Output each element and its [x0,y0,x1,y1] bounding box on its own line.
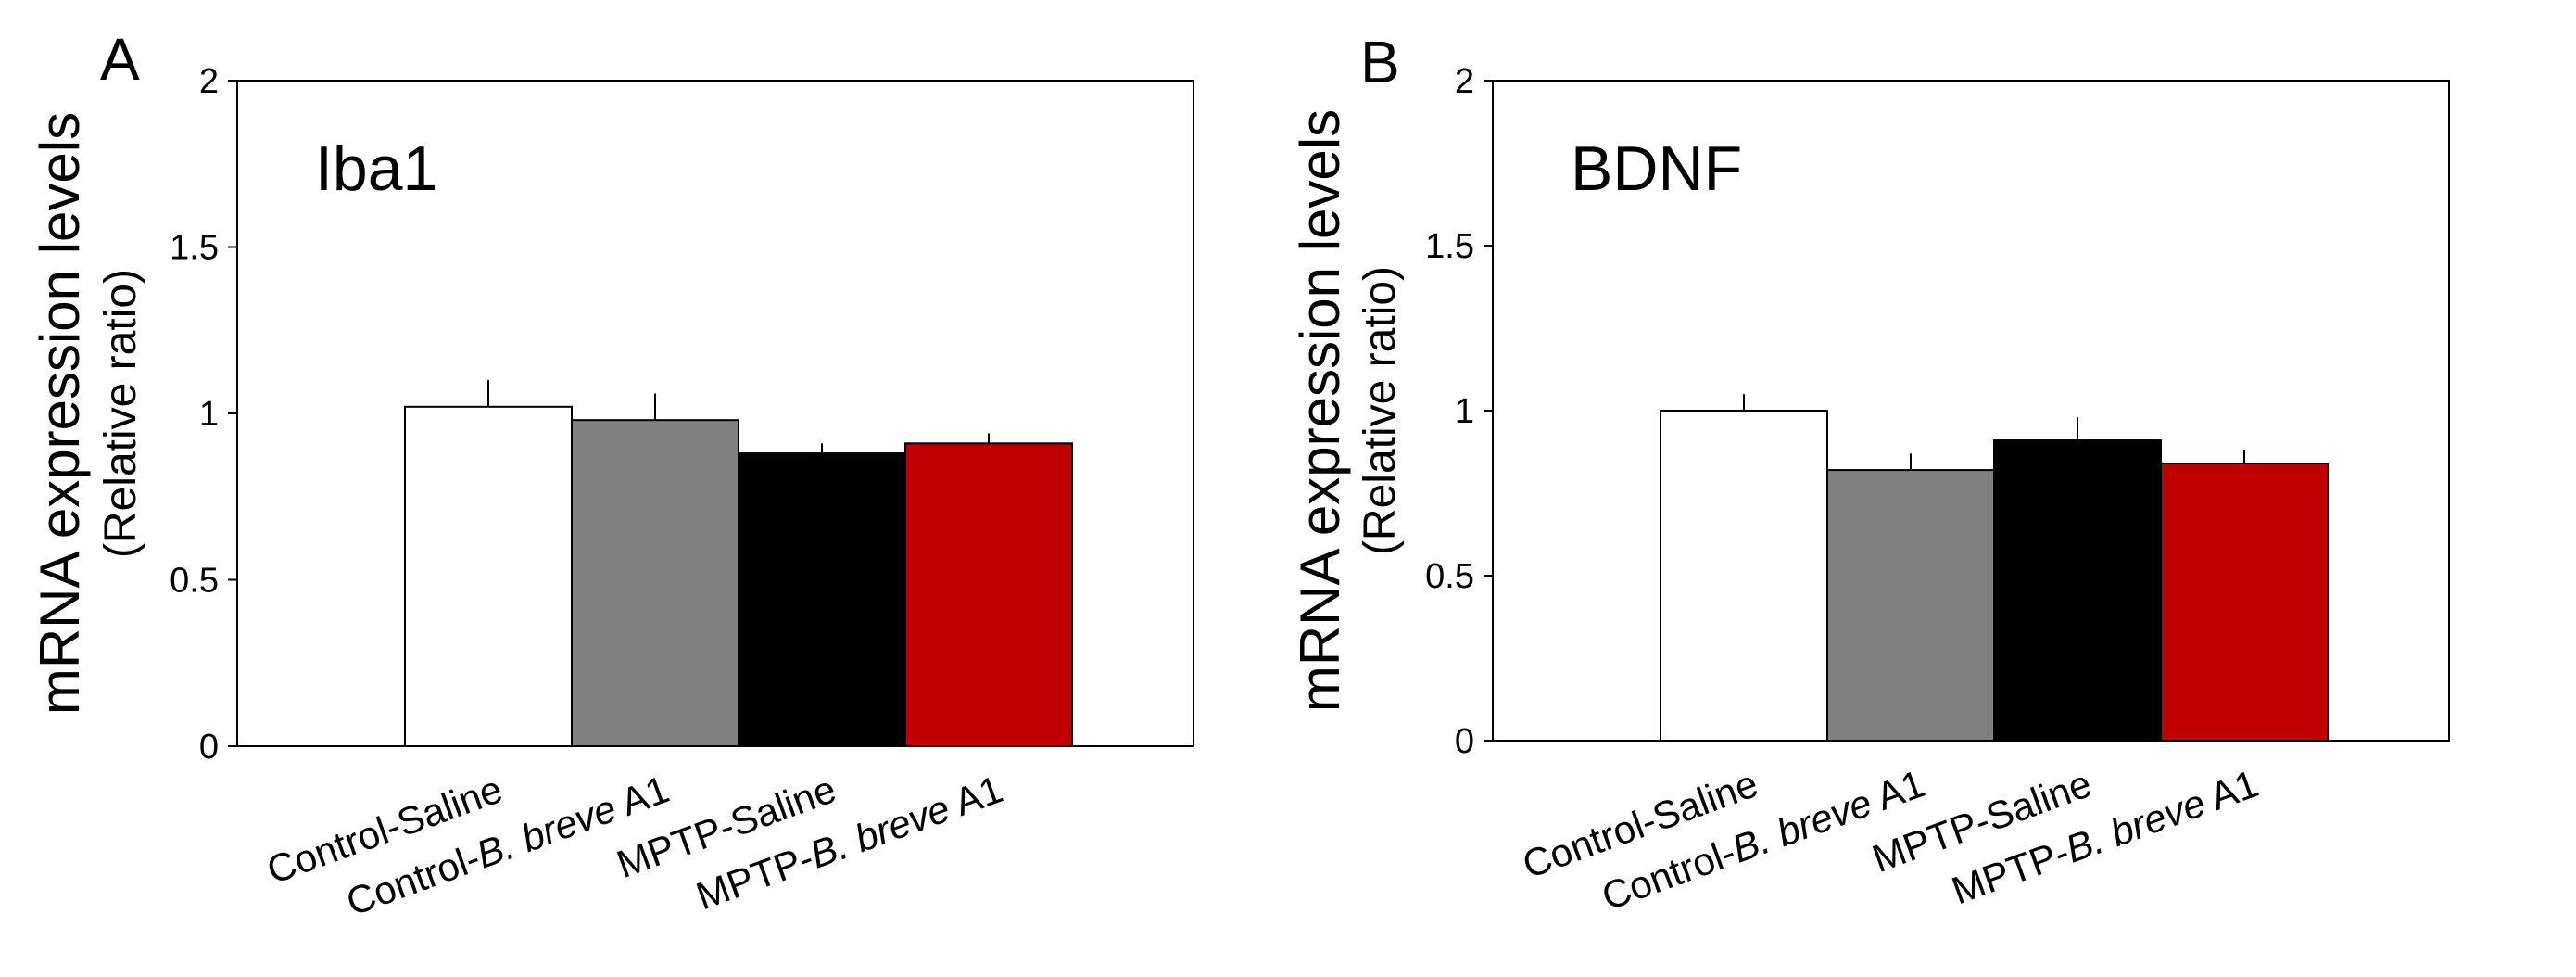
y-tick-label: 2 [1455,62,1474,101]
y-tick-label: 1 [199,395,219,434]
y-axis-label: mRNA expression levels [29,112,91,715]
bar [738,452,906,747]
y-axis-sublabel: (Relative ratio) [96,269,145,558]
y-tick-label: 0.5 [1425,557,1474,596]
y-tick-label: 1.5 [1425,227,1474,266]
bar [404,405,573,747]
y-tick-label: 1.5 [170,229,219,268]
y-tick-label: 0 [1455,722,1474,761]
bar [1993,439,2162,742]
chart-panel-a: A Iba1 mRNA expression levels (Relative rat… [29,26,1194,924]
bar [904,442,1073,747]
bar [2160,462,2329,742]
y-tick-label: 0.5 [170,562,219,601]
chart-title: BDNF [1571,133,1742,204]
y-tick-label: 2 [199,62,219,101]
panel-label: B [1360,29,1400,95]
y-tick-label: 1 [1455,392,1474,431]
bar [1660,410,1828,742]
y-axis-label: mRNA expression levels [1289,109,1351,712]
bar [571,419,739,747]
chart-title: Iba1 [315,133,437,204]
panel-label: A [100,26,140,93]
chart-panel-b: B BDNF mRNA expression levels (Relative rat… [1289,29,2450,919]
bar [1826,469,1995,742]
y-tick-label: 0 [199,728,219,767]
y-axis-sublabel: (Relative ratio) [1356,266,1405,555]
